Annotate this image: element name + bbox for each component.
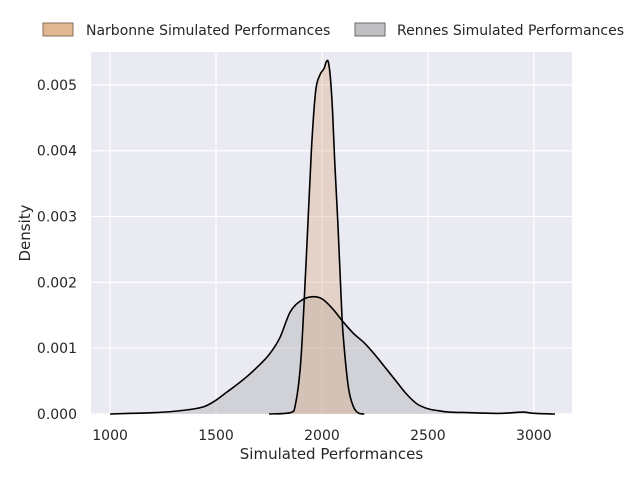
y-tick-label-5: 0.005 (37, 78, 77, 94)
density-line-rennes (110, 295, 556, 415)
x-axis-label: Simulated Performances (240, 445, 424, 463)
density-areas (110, 59, 556, 415)
y-axis-label: Density (16, 204, 34, 261)
legend-swatch-rennes (354, 22, 386, 37)
density-area-rennes (110, 296, 556, 414)
y-tick-label-3: 0.003 (37, 210, 77, 226)
legend: Narbonne Simulated Performances Rennes S… (42, 22, 624, 39)
y-tick-label-1: 0.001 (37, 341, 77, 357)
y-tick-label-2: 0.002 (37, 275, 77, 291)
y-tick-label-0: 0.000 (37, 407, 77, 423)
legend-label-rennes: Rennes Simulated Performances (397, 23, 624, 39)
y-tick-label-4: 0.004 (37, 144, 77, 160)
x-tick-label-3: 2500 (410, 428, 446, 444)
x-tick-label-1: 1500 (198, 428, 234, 444)
x-tick-label-0: 1000 (92, 428, 128, 444)
x-tick-labels: 1000 1500 2000 2500 3000 (92, 428, 551, 444)
density-area-narbonne (268, 60, 365, 414)
plot-background (91, 52, 572, 414)
legend-label-narbonne: Narbonne Simulated Performances (86, 23, 330, 39)
x-tick-label-4: 3000 (516, 428, 552, 444)
legend-swatch-narbonne (42, 22, 74, 37)
x-tick-label-2: 2000 (304, 428, 340, 444)
density-line-narbonne (268, 59, 365, 415)
y-tick-labels: 0.000 0.001 0.002 0.003 0.004 0.005 (37, 78, 77, 423)
